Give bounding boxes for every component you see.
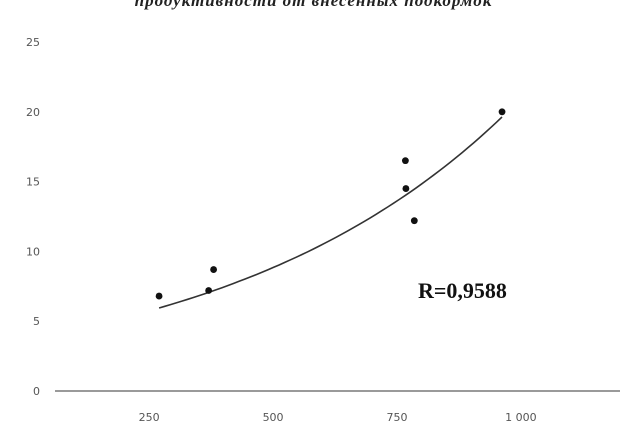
data-point [402, 185, 410, 192]
data-point [401, 157, 409, 165]
y-tick-label: 5 [33, 315, 40, 328]
data-point [410, 217, 418, 225]
x-tick-label: 500 [263, 411, 284, 424]
trendline [158, 116, 503, 309]
y-tick-label: 20 [26, 106, 40, 119]
y-tick-label: 15 [26, 176, 40, 189]
x-tick-label: 750 [386, 411, 407, 424]
data-point [210, 266, 217, 273]
trendline-layer [158, 116, 503, 309]
chart-title: продуктивности от внесенных подкормок [134, 0, 493, 10]
r-value-annotation: R=0,9588 [418, 278, 507, 303]
data-point [498, 108, 506, 116]
data-point [155, 292, 163, 300]
x-tick-labels: 250 500 750 1 000 [139, 411, 537, 424]
y-tick-label: 10 [26, 245, 40, 258]
chart-title-band: продуктивности от внесенных подкормок [0, 0, 627, 12]
y-tick-label: 0 [33, 385, 40, 398]
x-tick-label: 250 [139, 411, 160, 424]
y-tick-label: 25 [26, 36, 40, 49]
annotations: R=0,9588 [418, 278, 507, 303]
y-tick-labels: 0 5 10 15 20 25 [26, 36, 40, 398]
data-points [155, 108, 506, 300]
x-tick-label: 1 000 [505, 411, 537, 424]
data-point [205, 287, 213, 294]
